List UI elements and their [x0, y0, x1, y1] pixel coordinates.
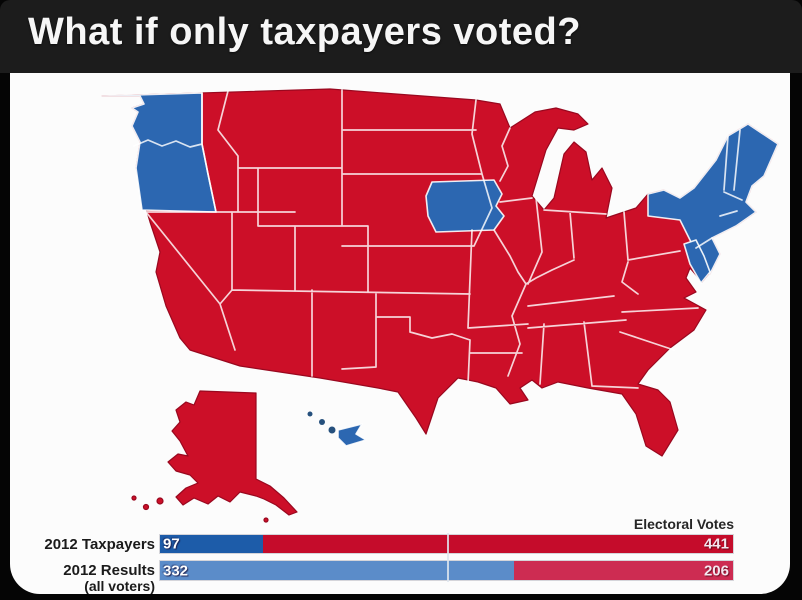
hawaii-island-dot [328, 426, 336, 434]
state-iowa [425, 179, 505, 233]
aleutian-island-dot [131, 495, 137, 501]
taxpayers-republican-segment: 441 [263, 535, 733, 553]
hawaii-island-dot [307, 411, 313, 417]
taxpayers-democrat-segment: 97 [160, 535, 264, 553]
row-sublabel-all-voters: (all voters) [84, 578, 155, 594]
row-label-2012-results: 2012 Results [63, 562, 155, 579]
page-title: What if only taxpayers voted? [28, 11, 581, 53]
results-republican-value: 206 [703, 562, 729, 579]
aleutian-island-dot [156, 497, 164, 505]
taxpayers-democrat-value: 97 [163, 535, 180, 553]
taxpayers-electoral-bar: 97 441 [160, 535, 733, 553]
taxpayers-republican-value: 441 [703, 535, 729, 553]
results-democrat-value: 332 [163, 562, 189, 579]
contiguous-us-red [101, 88, 779, 457]
aleutian-island-dot [142, 503, 150, 511]
majority-threshold-marker [447, 533, 449, 582]
state-border-lines [133, 89, 743, 389]
title-bar: What if only taxpayers voted? [0, 0, 802, 73]
state-alaska [167, 390, 298, 516]
row-label-2012-taxpayers: 2012 Taxpayers [44, 536, 155, 553]
hawaii-island-dot [319, 419, 325, 425]
aleutian-island-dot [263, 517, 269, 523]
electoral-votes-heading: Electoral Votes [633, 516, 734, 532]
results-republican-segment: 206 [513, 561, 733, 580]
us-electoral-map [101, 88, 779, 523]
delaware-chesapeake-sliver [683, 239, 711, 284]
results-electoral-bar: 332 206 [160, 561, 733, 580]
northeast-blue-states [647, 123, 779, 275]
state-hawaii [337, 423, 367, 447]
results-democrat-segment: 332 [160, 561, 514, 580]
states-washington-oregon [101, 92, 217, 213]
